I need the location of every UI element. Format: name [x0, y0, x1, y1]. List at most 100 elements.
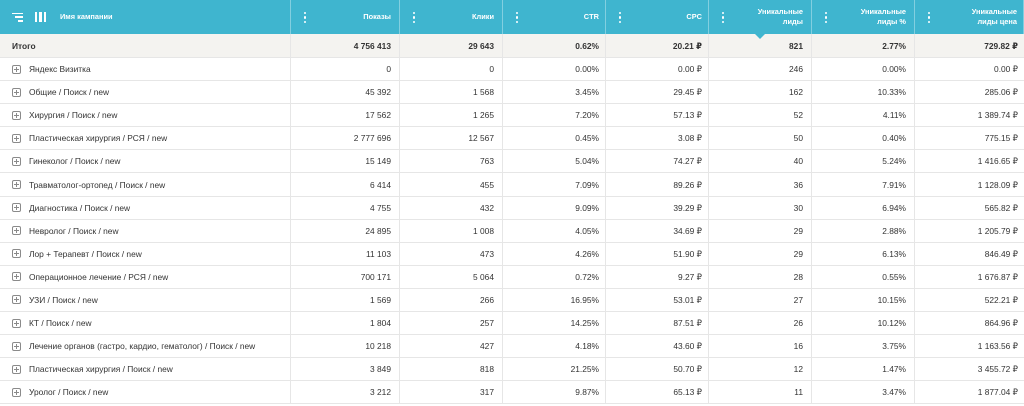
table-row[interactable]: КТ / Поиск / new 1 804 257 14.25% 87.51 ₽26 1… — [0, 312, 1024, 336]
kebab-menu-icon[interactable] — [413, 12, 416, 23]
cell-ctr: 7.09% — [503, 173, 606, 196]
plus-square-icon[interactable] — [12, 203, 21, 213]
table-row[interactable]: Диагностика / Поиск / new 4 755 432 9.09% 39… — [0, 196, 1024, 220]
campaign-name-label: Невролог / Поиск / new — [29, 225, 119, 236]
kebab-menu-icon[interactable] — [619, 12, 622, 23]
cell-leads-pct: 5.24% — [812, 150, 915, 173]
kebab-menu-icon[interactable] — [825, 12, 828, 23]
cell-campaign-name: Невролог / Поиск / new — [0, 219, 291, 242]
cell-leads-pct: 4.11% — [812, 104, 915, 127]
cell-lead-price: 1 416.65 ₽ — [977, 156, 1018, 167]
plus-square-icon[interactable] — [12, 341, 21, 351]
cell-clicks: 317 — [400, 381, 503, 404]
cell-clicks: 5 064 — [400, 265, 503, 288]
cell-cpc: 9.27 ₽ — [606, 265, 709, 288]
cell-campaign-name: КТ / Поиск / new — [0, 312, 291, 335]
cell-shows: 11 103 — [291, 242, 400, 265]
plus-square-icon[interactable] — [12, 295, 21, 305]
total-shows: 4 756 413 — [291, 34, 400, 57]
cell-campaign-name: Диагностика / Поиск / new — [0, 196, 291, 219]
plus-square-icon[interactable] — [12, 318, 21, 328]
table-row[interactable]: Уролог / Поиск / new 3 212 317 9.87% 65.13 ₽… — [0, 381, 1024, 405]
cell-shows: 700 171 — [291, 265, 400, 288]
header-shows[interactable]: Показы — [291, 0, 400, 34]
cell-clicks: 1 008 — [400, 219, 503, 242]
header-unique-leads[interactable]: Уникальные лиды — [709, 0, 812, 39]
table-row[interactable]: Хирургия / Поиск / new 17 562 1 265 7.20% 57… — [0, 104, 1024, 128]
cell-cpc: 50.70 ₽ — [606, 358, 709, 381]
header-unique-leads-pct[interactable]: Уникальные лиды % — [812, 0, 915, 34]
total-leads: 821 — [709, 34, 812, 57]
table-row[interactable]: Пластическая хирургия / Поиск / new 3 849… — [0, 358, 1024, 382]
table-row[interactable]: Общие / Поиск / new 45 392 1 568 3.45% 29.45… — [0, 81, 1024, 105]
table-row[interactable]: Травматолог-ортопед / Поиск / new 6 414 45… — [0, 173, 1024, 197]
cell-clicks: 266 — [400, 288, 503, 312]
cell-ctr: 14.25% — [503, 312, 606, 335]
header-clicks[interactable]: Клики — [400, 0, 503, 34]
kebab-menu-icon[interactable] — [516, 12, 519, 23]
cell-shows: 1 569 — [291, 288, 400, 312]
plus-square-icon[interactable] — [12, 64, 21, 74]
table-row[interactable]: Яндекс Визитка 0 0 0.00% 0.00 ₽246 0.00% 0.00 … — [0, 58, 1024, 82]
cell-campaign-name: Уролог / Поиск / new — [0, 381, 291, 404]
table-row[interactable]: Невролог / Поиск / new 24 895 1 008 4.05% 34… — [0, 219, 1024, 243]
header-cpc[interactable]: CPC — [606, 0, 709, 34]
menu-lines-icon[interactable] — [12, 12, 23, 22]
cell-leads-pct: 10.33% — [812, 81, 915, 104]
cell-shows: 4 755 — [291, 196, 400, 219]
campaign-name-label: Общие / Поиск / new — [29, 87, 110, 98]
cell-leads: 29 — [709, 242, 812, 265]
header-unique-leads-price-line2: лиды цена — [977, 17, 1017, 26]
total-label: Итого — [0, 34, 291, 57]
cell-campaign-name: Травматолог-ортопед / Поиск / new — [0, 173, 291, 196]
plus-square-icon[interactable] — [12, 110, 21, 120]
cell-ctr: 5.04% — [503, 150, 606, 173]
plus-square-icon[interactable] — [12, 133, 21, 143]
total-ctr: 0.62% — [503, 34, 606, 57]
cell-campaign-name: Хирургия / Поиск / new — [0, 104, 291, 127]
plus-square-icon[interactable] — [12, 364, 21, 374]
table-row[interactable]: Пластическая хирургия / РСЯ / new 2 777 6… — [0, 127, 1024, 151]
kebab-menu-icon[interactable] — [304, 12, 307, 23]
header-unique-leads-price-label: Уникальные лиды цена — [972, 7, 1017, 27]
cell-shows: 2 777 696 — [291, 127, 400, 150]
header-campaign-name[interactable]: Имя кампании — [0, 0, 291, 34]
plus-square-icon[interactable] — [12, 180, 21, 190]
table-row[interactable]: Лор + Терапевт / Поиск / new 11 103 473 4.2… — [0, 242, 1024, 266]
header-ctr[interactable]: CTR — [503, 0, 606, 34]
table-row[interactable]: УЗИ / Поиск / new 1 569 266 16.95% 53.01 ₽27… — [0, 288, 1024, 313]
cell-clicks: 455 — [400, 173, 503, 196]
header-unique-leads-pct-label: Уникальные лиды % — [861, 7, 906, 27]
cell-clicks: 473 — [400, 242, 503, 265]
cell-lead-price: 522.21 ₽ — [984, 294, 1018, 305]
columns-icon[interactable] — [35, 12, 46, 22]
cell-leads: 52 — [709, 104, 812, 127]
plus-square-icon[interactable] — [12, 249, 21, 259]
cell-clicks: 12 567 — [400, 127, 503, 150]
table-row[interactable]: Операционное лечение / РСЯ / new 700 171 5… — [0, 265, 1024, 289]
plus-square-icon[interactable] — [12, 226, 21, 236]
cell-cpc: 87.51 ₽ — [606, 312, 709, 335]
plus-square-icon[interactable] — [12, 387, 21, 397]
header-unique-leads-price[interactable]: Уникальные лиды цена — [915, 0, 1024, 34]
plus-square-icon[interactable] — [12, 156, 21, 166]
cell-leads-pct: 3.75% — [812, 335, 915, 358]
cell-cpc: 74.27 ₽ — [606, 150, 709, 173]
header-unique-leads-pct-line1: Уникальные — [860, 7, 906, 16]
cell-campaign-name: Пластическая хирургия / Поиск / new — [0, 358, 291, 381]
table-row[interactable]: Лечение органов (гастро, кардио, гематол… — [0, 335, 1024, 359]
total-lead-price: 729.82 ₽ — [984, 40, 1018, 51]
plus-square-icon[interactable] — [12, 87, 21, 97]
campaign-name-label: Пластическая хирургия / Поиск / new — [29, 364, 173, 375]
cell-leads: 30 — [709, 196, 812, 219]
kebab-menu-icon[interactable] — [722, 12, 725, 23]
cell-leads-pct: 6.94% — [812, 196, 915, 219]
cell-ctr: 9.09% — [503, 196, 606, 219]
campaign-name-label: Хирургия / Поиск / new — [29, 110, 118, 121]
cell-leads: 11 — [709, 381, 812, 404]
kebab-menu-icon[interactable] — [928, 12, 931, 23]
cell-leads-pct: 1.47% — [812, 358, 915, 381]
plus-square-icon[interactable] — [12, 272, 21, 282]
table-row[interactable]: Гинеколог / Поиск / new 15 149 763 5.04% 74.… — [0, 150, 1024, 174]
